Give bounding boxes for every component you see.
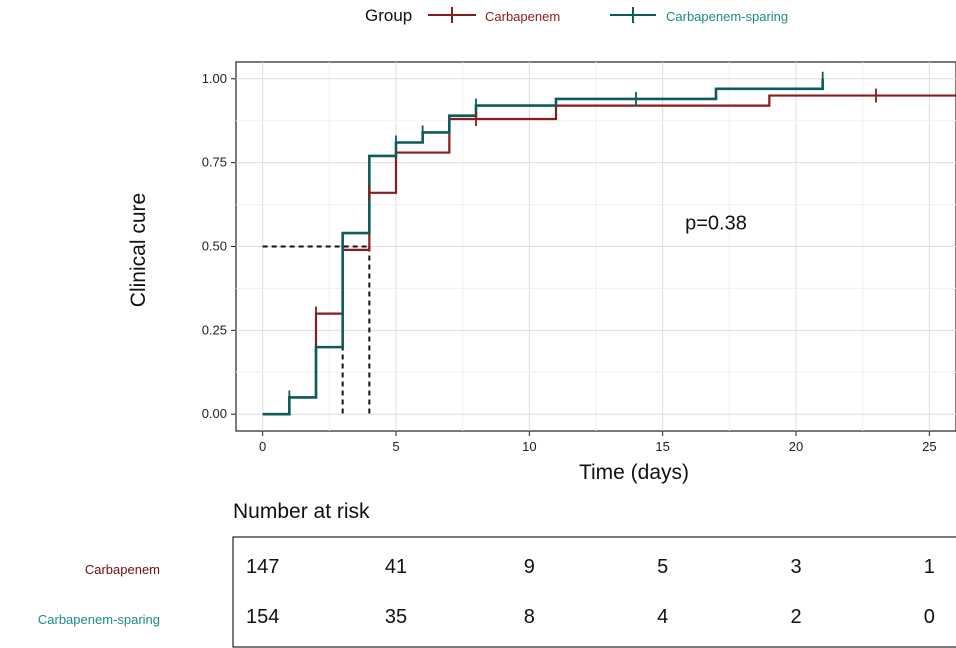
- risk-table-frame: [232, 536, 956, 648]
- y-tick-label: 0.00: [202, 406, 227, 421]
- risk-row-label: Carbapenem: [84, 562, 160, 577]
- legend: Group Carbapenem Carbapenem-sparing: [365, 6, 788, 25]
- legend-label-carbapenem: Carbapenem: [485, 9, 560, 24]
- x-axis: 0 5 10 15 20 25: [259, 431, 937, 454]
- risk-row-label: Carbapenem-sparing: [37, 612, 160, 627]
- x-tick-label: 0: [259, 439, 266, 454]
- y-tick-label: 1.00: [202, 71, 227, 86]
- x-tick-label: 5: [392, 439, 399, 454]
- risk-table-title: Number at risk: [233, 500, 370, 523]
- p-value-annotation: p=0.38: [685, 213, 747, 235]
- risk-cell: 147: [245, 556, 280, 578]
- y-axis-label: Clinical cure: [127, 193, 150, 307]
- risk-cell: 41: [384, 556, 408, 578]
- risk-cell: 8: [523, 606, 535, 628]
- risk-cell: 1: [923, 556, 935, 578]
- y-axis: 0.00 0.25 0.50 0.75 1.00: [202, 71, 236, 421]
- risk-cell: 154: [245, 606, 280, 628]
- x-tick-label: 20: [789, 439, 803, 454]
- survival-curves: [262, 78, 956, 416]
- y-tick-label: 0.25: [202, 322, 227, 337]
- x-tick-label: 15: [655, 439, 669, 454]
- risk-cell: 5: [657, 556, 669, 578]
- risk-cell: 35: [384, 606, 408, 628]
- risk-cell: 3: [790, 556, 802, 578]
- x-axis-label: Time (days): [579, 461, 689, 484]
- risk-cell: 2: [790, 606, 802, 628]
- grid: [236, 62, 956, 431]
- y-tick-label: 0.75: [202, 155, 227, 170]
- x-tick-label: 10: [522, 439, 536, 454]
- censor-marks: [288, 71, 877, 405]
- legend-key-carbapenem: [428, 7, 476, 23]
- curve-carbapenem-sparing: [262, 78, 824, 416]
- legend-label-carbapenem-sparing: Carbapenem-sparing: [666, 9, 788, 24]
- x-tick-label: 25: [922, 439, 936, 454]
- risk-cell: 0: [923, 606, 935, 628]
- legend-title: Group: [365, 6, 412, 25]
- legend-key-carbapenem-sparing: [610, 7, 656, 23]
- y-tick-label: 0.50: [202, 239, 227, 254]
- risk-cell: 4: [657, 606, 669, 628]
- risk-cell: 9: [523, 556, 535, 578]
